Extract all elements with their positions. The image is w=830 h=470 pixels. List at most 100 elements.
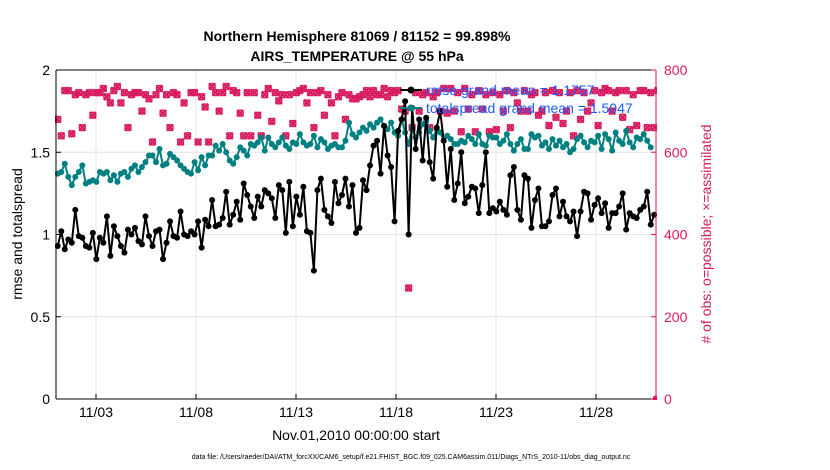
rmse-point bbox=[528, 224, 535, 231]
obs-possible-marker bbox=[152, 90, 160, 99]
spread-point bbox=[514, 141, 521, 148]
rmse-point bbox=[482, 149, 489, 156]
spread-point bbox=[174, 157, 181, 164]
obs-possible-marker bbox=[555, 88, 564, 97]
obs-possible-marker bbox=[271, 88, 280, 97]
obs-possible-marker bbox=[650, 123, 657, 132]
obs-assimilated-marker bbox=[615, 86, 624, 95]
spread-point bbox=[570, 145, 577, 152]
obs-assimilated-marker bbox=[509, 88, 518, 97]
x-tick-label: 11/08 bbox=[179, 404, 213, 420]
obs-assimilated-marker bbox=[580, 88, 589, 97]
obs-possible-marker bbox=[103, 92, 111, 101]
obs-assimilated-marker bbox=[520, 86, 529, 95]
obs-possible-marker bbox=[176, 138, 185, 146]
rmse-point bbox=[279, 187, 286, 194]
obs-possible-marker bbox=[524, 107, 532, 115]
rmse-point bbox=[577, 208, 584, 215]
obs-assimilated-marker bbox=[683, 128, 689, 134]
obs-possible-marker bbox=[632, 121, 641, 130]
spread-point bbox=[584, 144, 591, 151]
rmse-point bbox=[342, 175, 349, 182]
obs-possible-marker bbox=[676, 108, 682, 114]
legend-spread-marker bbox=[407, 104, 415, 112]
spread-point bbox=[353, 134, 359, 141]
obs-assimilated-marker bbox=[629, 90, 638, 99]
rmse-point bbox=[510, 164, 517, 171]
spread-point bbox=[619, 141, 626, 148]
obs-assimilated-marker bbox=[693, 89, 699, 95]
obs-assimilated-marker bbox=[271, 88, 280, 97]
obs-assimilated-marker bbox=[309, 123, 318, 132]
obs-possible-marker bbox=[559, 119, 567, 128]
obs-possible-marker bbox=[250, 88, 258, 97]
obs-assimilated-marker bbox=[513, 98, 522, 107]
obs-assimilated-marker bbox=[152, 90, 160, 99]
obs-possible-marker bbox=[646, 88, 655, 97]
spread-point bbox=[542, 139, 549, 146]
obs-assimilated-marker bbox=[432, 88, 441, 97]
obs-assimilated-marker bbox=[665, 124, 671, 130]
obs-assimilated-marker bbox=[457, 127, 466, 136]
obs-possible-marker bbox=[208, 82, 216, 91]
obs-possible-marker bbox=[506, 123, 515, 132]
rmse-point bbox=[388, 164, 395, 171]
obs-possible-marker bbox=[517, 107, 525, 115]
rmse-point bbox=[426, 159, 433, 166]
obs-assimilated-marker bbox=[288, 119, 297, 128]
rmse-point bbox=[374, 137, 381, 144]
obs-assimilated-marker bbox=[690, 116, 696, 122]
spread-point bbox=[230, 160, 237, 167]
obs-assimilated-marker bbox=[236, 109, 245, 118]
obs-possible-marker bbox=[461, 84, 469, 93]
obs-possible-marker bbox=[478, 105, 487, 113]
spread-point bbox=[149, 152, 156, 159]
spread-point bbox=[468, 136, 475, 143]
y2-tick-label: 800 bbox=[664, 62, 688, 78]
spread-point bbox=[461, 139, 468, 146]
obs-possible-marker bbox=[124, 123, 132, 132]
obs-assimilated-marker bbox=[330, 131, 339, 140]
obs-possible-marker bbox=[580, 88, 588, 97]
spread-point bbox=[447, 136, 454, 143]
spread-point bbox=[209, 152, 216, 159]
rmse-point bbox=[258, 203, 265, 210]
spread-point bbox=[517, 136, 524, 143]
obs-assimilated-marker bbox=[608, 107, 617, 116]
spread-point bbox=[244, 152, 251, 159]
spread-point bbox=[545, 145, 552, 152]
rmse-point bbox=[503, 211, 510, 218]
obs-possible-marker bbox=[120, 88, 129, 97]
obs-possible-marker bbox=[513, 99, 522, 107]
spread-point bbox=[233, 154, 240, 161]
rmse-point bbox=[535, 185, 542, 192]
rmse-point bbox=[458, 149, 465, 156]
spread-point bbox=[142, 159, 149, 166]
obs-assimilated-marker bbox=[106, 98, 115, 107]
obs-possible-marker bbox=[594, 121, 602, 130]
obs-possible-marker bbox=[665, 125, 671, 131]
spread-point bbox=[75, 168, 82, 175]
obs-assimilated-marker bbox=[587, 98, 596, 107]
spread-point bbox=[356, 129, 363, 136]
obs-assimilated-marker bbox=[183, 131, 192, 140]
spread-point bbox=[258, 134, 265, 141]
spread-point bbox=[156, 145, 163, 152]
spread-point bbox=[553, 142, 559, 149]
obs-possible-marker bbox=[383, 92, 392, 101]
spread-point bbox=[549, 136, 556, 143]
rmse-point bbox=[444, 183, 451, 190]
obs-assimilated-marker bbox=[478, 105, 487, 114]
rmse-point bbox=[472, 185, 479, 192]
rmse-point bbox=[563, 213, 570, 220]
legend-rmse-marker bbox=[407, 86, 415, 94]
obs-assimilated-marker bbox=[99, 84, 108, 93]
obs-possible-marker bbox=[285, 90, 294, 99]
obs-assimilated-marker bbox=[422, 88, 431, 97]
rmse-point bbox=[465, 193, 472, 200]
spread-point bbox=[310, 132, 317, 139]
obs-assimilated-marker bbox=[134, 88, 143, 97]
obs-assimilated-marker bbox=[604, 86, 613, 95]
chart-subtitle: AIRS_TEMPERATURE @ 55 hPa bbox=[250, 48, 464, 64]
